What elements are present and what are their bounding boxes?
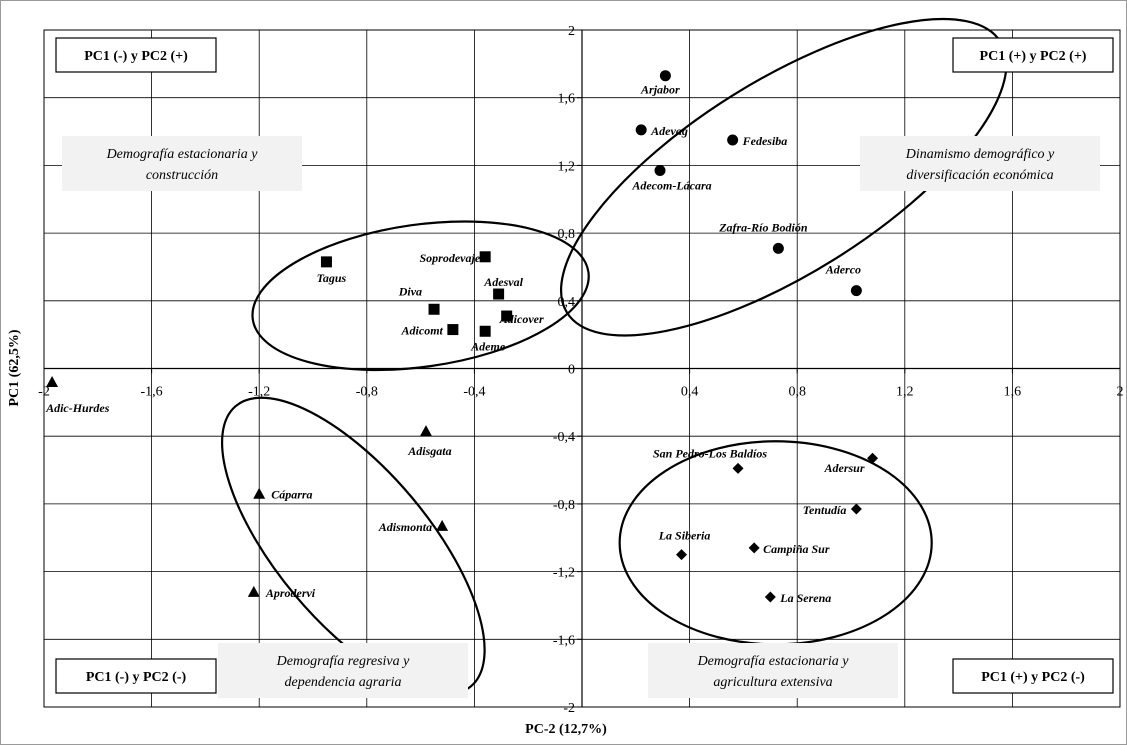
quadrant-labels: PC1 (-) y PC2 (+) PC1 (+) y PC2 (+) PC1 (-… xyxy=(55,37,1114,694)
point-marker-circle xyxy=(654,164,666,176)
point-marker-square xyxy=(428,303,440,315)
quadrant-label-text: PC1 (-) y PC2 (+) xyxy=(84,49,188,64)
point-label: La Siberia xyxy=(658,529,711,543)
y-tick-label: 0 xyxy=(568,363,575,378)
description-text: dependencia agraria xyxy=(284,675,401,690)
point-label: Adersur xyxy=(824,461,865,475)
point-label: Adicover xyxy=(499,312,544,326)
point-marker-triangle xyxy=(436,519,449,531)
x-tick-label: 1,2 xyxy=(896,385,914,400)
y-tick-label: 1,6 xyxy=(558,92,576,107)
point-label: La Serena xyxy=(779,591,831,605)
description-box xyxy=(860,136,1100,191)
point-label: Adismonta xyxy=(378,520,432,534)
point-marker-circle xyxy=(635,124,647,136)
point-label: Soprodevaje xyxy=(420,251,481,265)
y-tick-label: -0,4 xyxy=(553,430,575,445)
quadrant-label-box xyxy=(55,37,217,73)
x-tick-label: -1,6 xyxy=(141,385,163,400)
description-box xyxy=(648,643,898,698)
point-label: Diva xyxy=(398,284,422,298)
point-marker-triangle xyxy=(247,585,260,597)
point-label: Tagus xyxy=(317,271,347,285)
point-marker-diamond xyxy=(748,542,760,554)
point-label: Adecom-Lácara xyxy=(631,178,711,192)
point-marker-square xyxy=(493,288,505,300)
point-marker-diamond xyxy=(850,503,862,515)
point-label: Adic-Hurdes xyxy=(45,401,110,415)
description-box xyxy=(62,136,302,191)
x-tick-label: -1,2 xyxy=(248,385,270,400)
quadrant-label-box xyxy=(952,658,1114,694)
point-label: Fedesiba xyxy=(742,134,788,148)
point-marker-diamond xyxy=(764,591,776,603)
point-marker-square xyxy=(479,325,491,337)
description-text: Demografía regresiva y xyxy=(276,654,410,669)
point-marker-circle xyxy=(850,285,862,297)
quadrant-label-text: PC1 (+) y PC2 (-) xyxy=(981,670,1085,685)
y-tick-label: -1,6 xyxy=(553,633,575,648)
description-text: diversificación económica xyxy=(906,168,1053,183)
y-tick-label: -2 xyxy=(563,701,575,716)
x-tick-label: -0,8 xyxy=(356,385,378,400)
x-tick-label: 1,6 xyxy=(1004,385,1022,400)
y-tick-label: 1,2 xyxy=(558,159,576,174)
point-marker-square xyxy=(320,256,332,268)
x-tick-label: -0,4 xyxy=(463,385,485,400)
point-label: Cáparra xyxy=(271,488,312,502)
point-marker-circle xyxy=(659,70,671,82)
data-points: Arjabor Adevag Fedesiba Adecom-Lácara Zafra-… xyxy=(45,70,879,605)
point-marker-circle xyxy=(772,242,784,254)
quadrant-descriptions: Demografía estacionaria y construcción Din… xyxy=(62,136,1100,698)
description-text: Dinamismo demográfico y xyxy=(905,147,1055,162)
y-tick-label: 2 xyxy=(568,24,575,39)
tick-labels: -2 -1,6 -1,2 -0,8 -0,4 0,4 0,8 1,2 1,6 2 2 1,6 1,2 0,… xyxy=(38,24,1123,716)
point-label: Adevag xyxy=(650,124,688,138)
point-marker-square xyxy=(447,324,459,336)
point-label: Ademe xyxy=(470,339,506,353)
x-tick-label: 0,4 xyxy=(681,385,699,400)
point-marker-diamond xyxy=(676,549,688,561)
x-tick-label: 0,8 xyxy=(788,385,806,400)
point-label: Campiña Sur xyxy=(763,542,830,556)
description-text: construcción xyxy=(146,168,218,183)
y-tick-label: 0,8 xyxy=(558,227,576,242)
point-marker-circle xyxy=(727,134,739,146)
point-marker-diamond xyxy=(732,462,744,474)
axes xyxy=(43,29,1121,708)
point-label: Adisgata xyxy=(407,444,451,458)
point-label: San Pedro-Los Baldíos xyxy=(653,446,767,460)
point-label: Aprodervi xyxy=(265,586,316,600)
cluster-ellipse xyxy=(251,220,590,372)
y-axis-title: PC1 (62,5%) xyxy=(7,329,22,406)
point-label: Adicomt xyxy=(401,324,444,338)
point-marker-triangle xyxy=(419,425,432,437)
quadrant-label-box xyxy=(55,658,217,694)
description-text: agricultura extensiva xyxy=(713,675,832,690)
point-marker-square xyxy=(479,251,491,263)
description-text: Demografía estacionaria y xyxy=(697,654,850,669)
x-tick-label: -2 xyxy=(38,385,50,400)
x-tick-label: 2 xyxy=(1117,385,1124,400)
point-marker-square xyxy=(501,310,513,322)
point-marker-triangle xyxy=(253,487,266,499)
y-tick-label: -1,2 xyxy=(553,566,575,581)
cluster-ellipse xyxy=(220,396,486,696)
description-box xyxy=(218,643,468,698)
x-axis-title: PC-2 (12,7%) xyxy=(525,722,607,737)
y-tick-label: -0,8 xyxy=(553,498,575,513)
description-text: Demografía estacionaria y xyxy=(106,147,259,162)
point-label: Adesval xyxy=(483,275,523,289)
point-label: Tentudía xyxy=(803,503,847,517)
quadrant-label-box xyxy=(952,37,1114,73)
point-marker-diamond xyxy=(867,452,879,464)
point-label: Aderco xyxy=(825,263,861,277)
point-label: Arjabor xyxy=(640,83,680,97)
quadrant-label-text: PC1 (+) y PC2 (+) xyxy=(980,49,1087,64)
point-label: Zafra-Río Bodión xyxy=(718,220,808,234)
quadrant-label-text: PC1 (-) y PC2 (-) xyxy=(86,670,187,685)
point-marker-triangle xyxy=(46,376,59,388)
